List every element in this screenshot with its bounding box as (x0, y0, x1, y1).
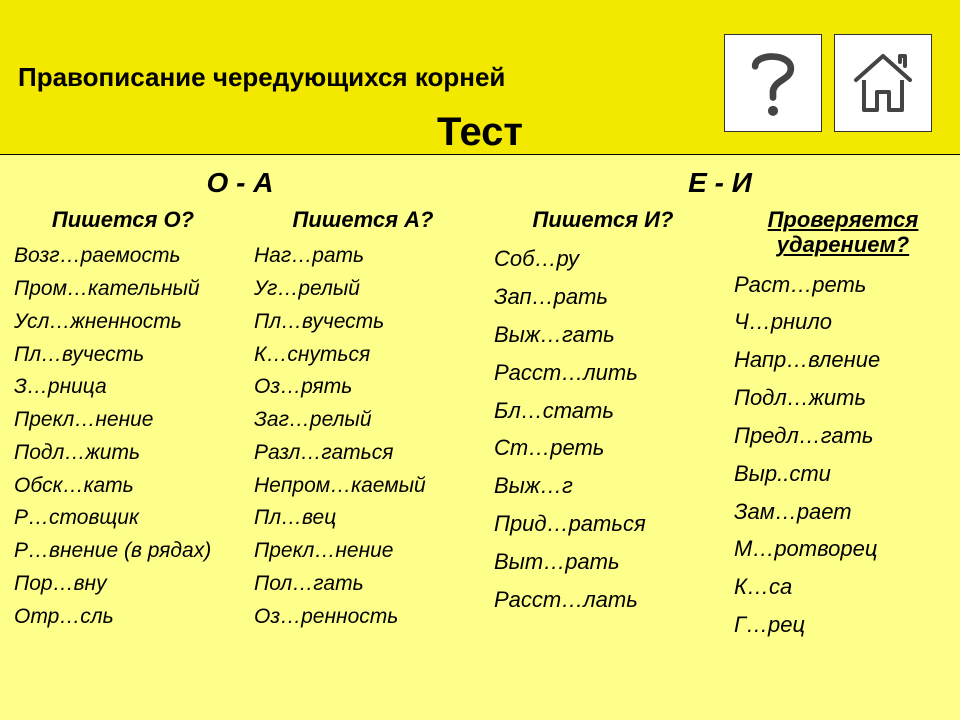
right-col-b-head: Проверяется ударением? (734, 207, 952, 258)
left-section: О - А Пишется О? Возг…раемостьПром…кател… (0, 155, 480, 720)
right-section: Е - И Пишется И? Соб…руЗап…ратьВыж…гатьР… (480, 155, 960, 720)
word-item: Напр…вление (734, 341, 952, 379)
left-col-b: Пишется А? Наг…ратьУг…релыйПл…вучестьК…с… (240, 207, 480, 633)
word-item: Расст…лать (494, 581, 712, 619)
word-item: Пл…вучесть (14, 339, 232, 372)
left-col-a-list: Возг…раемостьПром…кательныйУсл…жненность… (14, 240, 232, 633)
right-col-a-list: Соб…руЗап…ратьВыж…гатьРасст…литьБл…стать… (494, 240, 712, 618)
word-item: Пол…гать (254, 568, 472, 601)
right-col-b: Проверяется ударением? Раст…ретьЧ…рнилоН… (720, 207, 960, 644)
right-col-b-list: Раст…ретьЧ…рнилоНапр…влениеПодл…житьПред… (734, 266, 952, 644)
word-item: Усл…жненность (14, 306, 232, 339)
word-item: Г…рец (734, 606, 952, 644)
word-item: К…са (734, 568, 952, 606)
word-item: Оз…рять (254, 371, 472, 404)
word-item: Бл…стать (494, 392, 712, 430)
word-item: Пл…вучесть (254, 306, 472, 339)
left-col-b-list: Наг…ратьУг…релыйПл…вучестьК…снутьсяОз…ря… (254, 240, 472, 633)
word-item: Непром…каемый (254, 470, 472, 503)
home-button[interactable] (834, 34, 932, 132)
word-item: Подл…жить (734, 379, 952, 417)
word-item: М…ротворец (734, 530, 952, 568)
word-item: Отр…сль (14, 601, 232, 634)
word-item: Прекл…нение (14, 404, 232, 437)
right-section-title: Е - И (480, 167, 960, 199)
left-col-b-head: Пишется А? (254, 207, 472, 232)
home-icon (848, 44, 918, 122)
word-item: Подл…жить (14, 437, 232, 470)
word-item: Выж…гать (494, 316, 712, 354)
word-item: Выж…г (494, 467, 712, 505)
word-item: Предл…гать (734, 417, 952, 455)
word-item: Зам…рает (734, 493, 952, 531)
word-item: Пл…вец (254, 502, 472, 535)
content-area: О - А Пишется О? Возг…раемостьПром…кател… (0, 155, 960, 720)
word-item: Наг…рать (254, 240, 472, 273)
word-item: Ч…рнило (734, 303, 952, 341)
word-item: Р…стовщик (14, 502, 232, 535)
word-item: Выр..сти (734, 455, 952, 493)
help-button[interactable] (724, 34, 822, 132)
word-item: Расст…лить (494, 354, 712, 392)
word-item: Разл…гаться (254, 437, 472, 470)
word-item: Обск…кать (14, 470, 232, 503)
page-title: Тест (437, 110, 523, 155)
word-item: Оз…ренность (254, 601, 472, 634)
word-item: З…рница (14, 371, 232, 404)
header-band: Правописание чередующихся корней Тест (0, 0, 960, 155)
word-item: Прид…раться (494, 505, 712, 543)
right-col-a: Пишется И? Соб…руЗап…ратьВыж…гатьРасст…л… (480, 207, 720, 644)
word-item: Ст…реть (494, 429, 712, 467)
left-col-a: Пишется О? Возг…раемостьПром…кательныйУс… (0, 207, 240, 633)
question-icon (738, 44, 808, 122)
word-item: Зап…рать (494, 278, 712, 316)
word-item: Раст…реть (734, 266, 952, 304)
word-item: Соб…ру (494, 240, 712, 278)
word-item: Пром…кательный (14, 273, 232, 306)
left-section-title: О - А (0, 167, 480, 199)
word-item: Выт…рать (494, 543, 712, 581)
word-item: Уг…релый (254, 273, 472, 306)
right-col-a-head: Пишется И? (494, 207, 712, 232)
word-item: К…снуться (254, 339, 472, 372)
word-item: Возг…раемость (14, 240, 232, 273)
word-item: Заг…релый (254, 404, 472, 437)
word-item: Р…внение (в рядах) (14, 535, 232, 568)
word-item: Прекл…нение (254, 535, 472, 568)
word-item: Пор…вну (14, 568, 232, 601)
left-col-a-head: Пишется О? (14, 207, 232, 232)
page-subtitle: Правописание чередующихся корней (18, 62, 505, 93)
